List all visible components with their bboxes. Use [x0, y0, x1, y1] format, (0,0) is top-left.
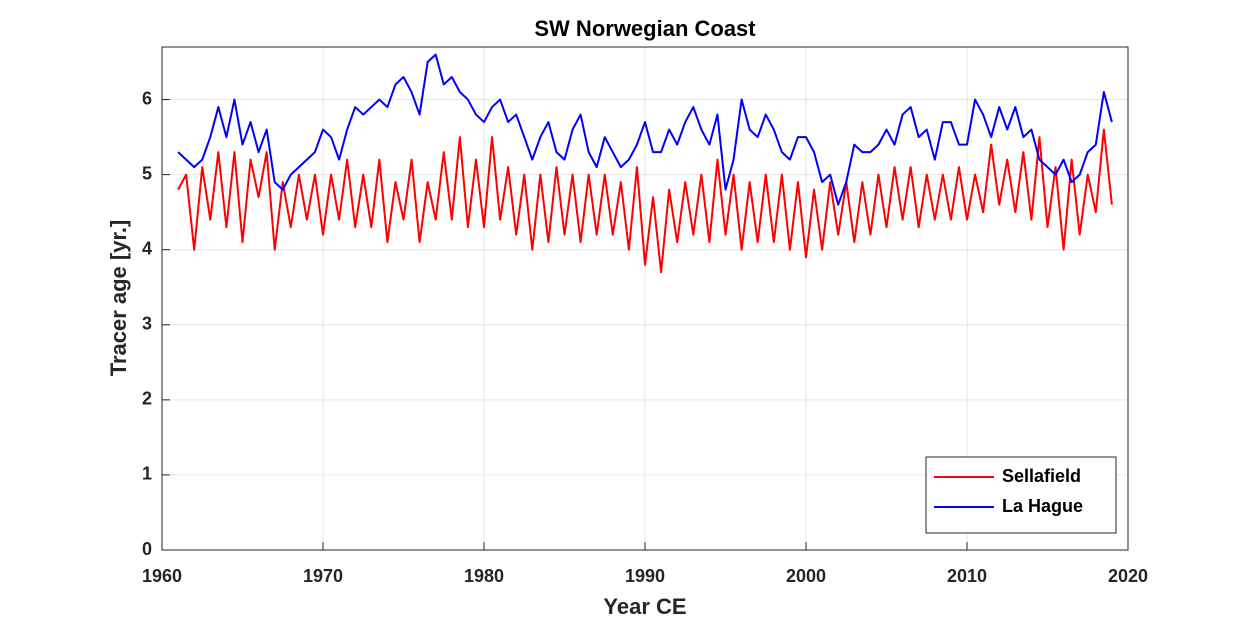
series-line: [177, 128, 1113, 274]
lines: [177, 53, 1113, 274]
y-tick-label: 4: [142, 238, 152, 258]
x-tick-label: 2020: [1108, 566, 1148, 586]
x-tick-label: 1980: [464, 566, 504, 586]
y-tick-label: 0: [142, 539, 152, 559]
y-axis-label: Tracer age [yr.]: [106, 220, 131, 377]
x-tick-label: 2000: [786, 566, 826, 586]
legend-label: Sellafield: [1002, 466, 1081, 486]
legend-box: [925, 456, 1117, 534]
x-tick-label: 1970: [303, 566, 343, 586]
x-tick-label: 2010: [947, 566, 987, 586]
x-tick-label: 1990: [625, 566, 665, 586]
x-tick-label: 1960: [142, 566, 182, 586]
x-axis-label: Year CE: [603, 594, 686, 619]
y-tick-label: 5: [142, 163, 152, 183]
chart-title: SW Norwegian Coast: [534, 16, 756, 41]
y-tick-label: 3: [142, 314, 152, 334]
y-tick-label: 6: [142, 88, 152, 108]
legend: Sellafield La Hague: [925, 456, 1117, 534]
y-tick-label: 2: [142, 389, 152, 409]
series-line: [177, 53, 1113, 206]
legend-label: La Hague: [1002, 496, 1083, 516]
y-tick-label: 1: [142, 464, 152, 484]
